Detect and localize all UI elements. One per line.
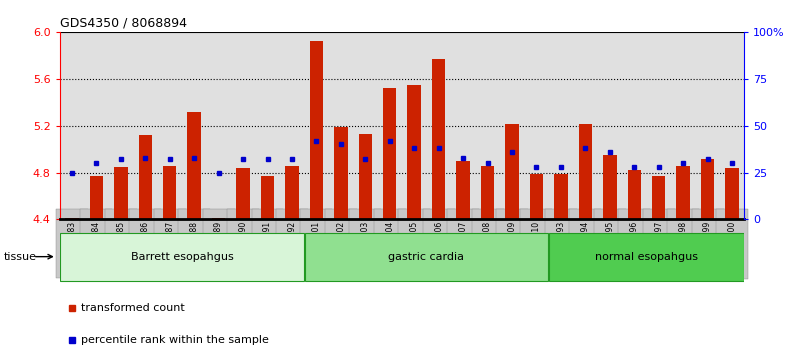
Bar (671, 32, 696, 219)
FancyBboxPatch shape (60, 233, 304, 280)
Text: Barrett esopahgus: Barrett esopahgus (131, 252, 233, 262)
Bar (402, 32, 427, 219)
Bar (133, 32, 158, 219)
FancyBboxPatch shape (305, 233, 548, 280)
FancyBboxPatch shape (549, 233, 743, 280)
Bar (720, 32, 744, 219)
Bar (329, 32, 353, 219)
Bar (279, 32, 304, 219)
Text: GDS4350 / 8068894: GDS4350 / 8068894 (60, 16, 187, 29)
Bar (358, 134, 372, 219)
Bar (525, 32, 548, 219)
Text: percentile rank within the sample: percentile rank within the sample (81, 335, 269, 345)
Bar (432, 59, 446, 219)
Bar (231, 32, 256, 219)
Bar (579, 125, 592, 219)
Bar (90, 176, 103, 219)
Bar (627, 170, 641, 219)
Bar (236, 168, 250, 219)
Bar (187, 112, 201, 219)
Bar (285, 166, 298, 219)
Bar (603, 155, 617, 219)
Bar (304, 32, 329, 219)
Bar (84, 32, 108, 219)
Bar (652, 176, 665, 219)
Bar (261, 176, 275, 219)
Bar (182, 32, 206, 219)
Bar (60, 32, 84, 219)
Bar (256, 32, 279, 219)
Bar (163, 166, 177, 219)
Bar (383, 88, 396, 219)
Bar (725, 168, 739, 219)
Bar (212, 218, 225, 219)
Bar (554, 174, 568, 219)
Bar (475, 32, 500, 219)
Bar (700, 159, 714, 219)
Text: normal esopahgus: normal esopahgus (595, 252, 698, 262)
Bar (139, 135, 152, 219)
Bar (646, 32, 671, 219)
Bar (310, 41, 323, 219)
Bar (622, 32, 646, 219)
Bar (548, 32, 573, 219)
Bar (500, 32, 525, 219)
Bar (65, 218, 79, 219)
Bar (456, 161, 470, 219)
Bar (696, 32, 720, 219)
Bar (481, 166, 494, 219)
Bar (377, 32, 402, 219)
Bar (677, 166, 690, 219)
Bar (353, 32, 377, 219)
Bar (114, 167, 127, 219)
Text: tissue: tissue (4, 252, 37, 262)
Bar (108, 32, 133, 219)
Bar (158, 32, 182, 219)
Bar (334, 127, 348, 219)
Bar (408, 85, 421, 219)
Bar (451, 32, 475, 219)
Bar (598, 32, 622, 219)
Bar (573, 32, 598, 219)
Text: gastric cardia: gastric cardia (388, 252, 464, 262)
Bar (206, 32, 231, 219)
Bar (427, 32, 451, 219)
Text: transformed count: transformed count (81, 303, 185, 313)
Bar (505, 125, 519, 219)
Bar (529, 174, 543, 219)
